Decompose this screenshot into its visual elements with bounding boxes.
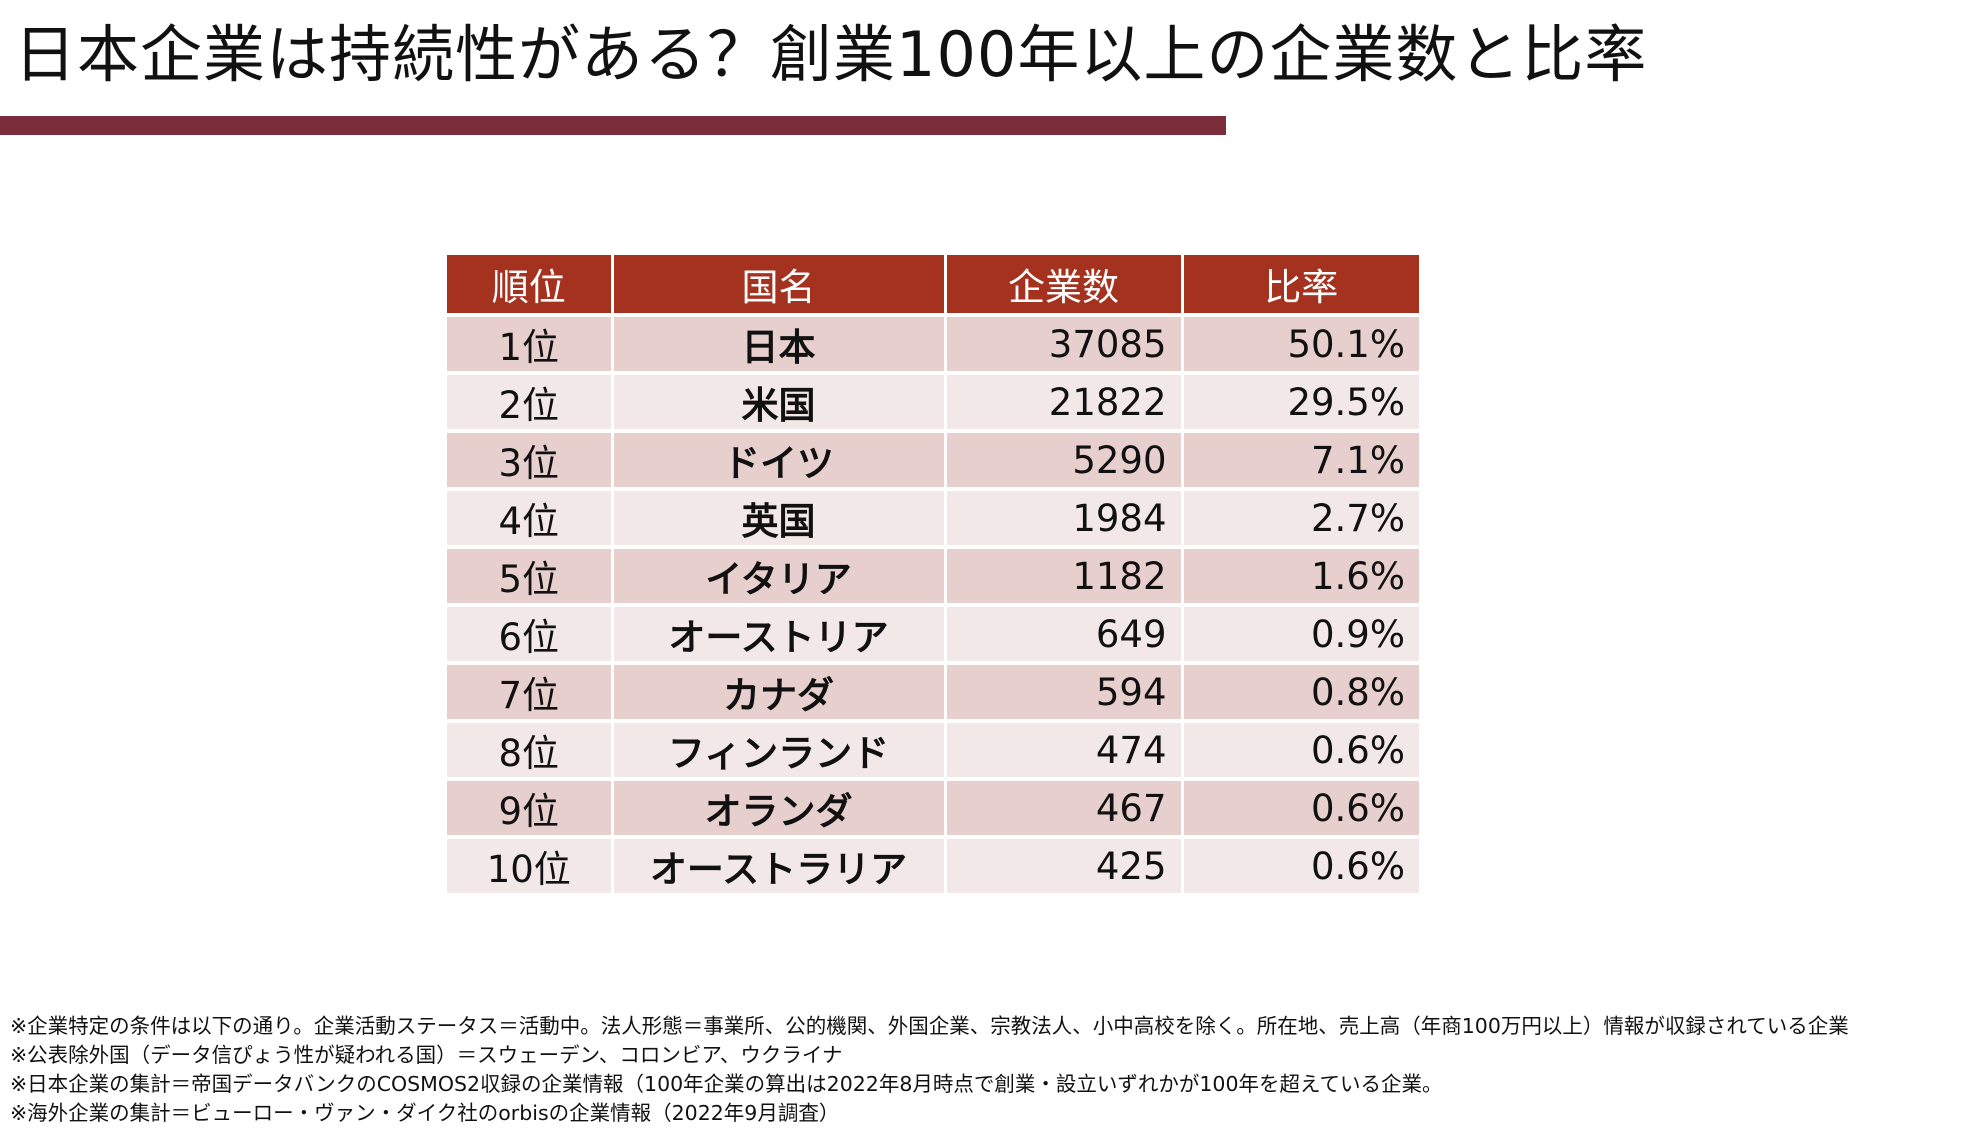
footnote-japan-source: ※日本企業の集計＝帝国データバンクのCOSMOS2収録の企業情報（100年企業の… bbox=[10, 1072, 1443, 1096]
count-cell: 467 bbox=[945, 779, 1184, 839]
header-ratio: 比率 bbox=[1182, 255, 1419, 317]
table-row: 7位 カナダ 594 0.8% bbox=[447, 663, 1419, 723]
table-row: 6位 オーストリア 649 0.9% bbox=[447, 605, 1419, 665]
table-row: 2位 米国 21822 29.5% bbox=[447, 373, 1419, 433]
table-row: 10位 オーストラリア 425 0.6% bbox=[447, 837, 1419, 897]
rank-cell: 1位 bbox=[447, 315, 614, 375]
table-row: 9位 オランダ 467 0.6% bbox=[447, 779, 1419, 839]
count-cell: 594 bbox=[945, 663, 1184, 723]
footnotes: ※企業特定の条件は以下の通り。企業活動ステータス＝活動中。法人形態＝事業所、公的… bbox=[10, 1012, 1849, 1128]
footnote-overseas-source: ※海外企業の集計＝ビューロー・ヴァン・ダイク社のorbisの企業情報（2022年… bbox=[10, 1101, 840, 1125]
country-cell: イタリア bbox=[612, 547, 947, 607]
table-row: 3位 ドイツ 5290 7.1% bbox=[447, 431, 1419, 491]
count-cell: 1984 bbox=[945, 489, 1184, 549]
ratio-cell: 0.6% bbox=[1182, 721, 1419, 781]
table-row: 1位 日本 37085 50.1% bbox=[447, 315, 1419, 375]
country-cell: フィンランド bbox=[612, 721, 947, 781]
ratio-cell: 7.1% bbox=[1182, 431, 1419, 491]
footnote-excluded-countries: ※公表除外国（データ信ぴょう性が疑われる国）＝スウェーデン、コロンビア、ウクライ… bbox=[10, 1043, 843, 1067]
footnote-company-criteria: ※企業特定の条件は以下の通り。企業活動ステータス＝活動中。法人形態＝事業所、公的… bbox=[10, 1014, 1849, 1038]
header-country: 国名 bbox=[612, 255, 947, 317]
ratio-cell: 1.6% bbox=[1182, 547, 1419, 607]
ratio-cell: 2.7% bbox=[1182, 489, 1419, 549]
country-cell: 日本 bbox=[612, 315, 947, 375]
country-cell: オーストリア bbox=[612, 605, 947, 665]
count-cell: 474 bbox=[945, 721, 1184, 781]
table-row: 8位 フィンランド 474 0.6% bbox=[447, 721, 1419, 781]
header-count: 企業数 bbox=[945, 255, 1184, 317]
table-row: 4位 英国 1984 2.7% bbox=[447, 489, 1419, 549]
count-cell: 5290 bbox=[945, 431, 1184, 491]
rank-cell: 9位 bbox=[447, 779, 614, 839]
ratio-cell: 0.9% bbox=[1182, 605, 1419, 665]
table-row: 5位 イタリア 1182 1.6% bbox=[447, 547, 1419, 607]
rank-cell: 7位 bbox=[447, 663, 614, 723]
country-cell: カナダ bbox=[612, 663, 947, 723]
ratio-cell: 0.6% bbox=[1182, 779, 1419, 839]
country-cell: 米国 bbox=[612, 373, 947, 433]
table-header-row: 順位 国名 企業数 比率 bbox=[447, 255, 1419, 317]
ranking-table: 順位 国名 企業数 比率 1位 日本 37085 50.1% 2位 米国 218… bbox=[447, 255, 1419, 897]
country-cell: オーストラリア bbox=[612, 837, 947, 897]
header-rank: 順位 bbox=[447, 255, 614, 317]
country-cell: ドイツ bbox=[612, 431, 947, 491]
rank-cell: 2位 bbox=[447, 373, 614, 433]
count-cell: 21822 bbox=[945, 373, 1184, 433]
rank-cell: 3位 bbox=[447, 431, 614, 491]
count-cell: 1182 bbox=[945, 547, 1184, 607]
count-cell: 37085 bbox=[945, 315, 1184, 375]
rank-cell: 6位 bbox=[447, 605, 614, 665]
rank-cell: 5位 bbox=[447, 547, 614, 607]
ratio-cell: 50.1% bbox=[1182, 315, 1419, 375]
count-cell: 425 bbox=[945, 837, 1184, 897]
ratio-cell: 0.8% bbox=[1182, 663, 1419, 723]
ratio-cell: 0.6% bbox=[1182, 837, 1419, 897]
page-title: 日本企業は持続性がある？創業100年以上の企業数と比率 bbox=[14, 18, 1648, 91]
rank-cell: 8位 bbox=[447, 721, 614, 781]
country-cell: オランダ bbox=[612, 779, 947, 839]
ratio-cell: 29.5% bbox=[1182, 373, 1419, 433]
title-underline bbox=[0, 116, 1226, 135]
country-cell: 英国 bbox=[612, 489, 947, 549]
rank-cell: 10位 bbox=[447, 837, 614, 897]
count-cell: 649 bbox=[945, 605, 1184, 665]
rank-cell: 4位 bbox=[447, 489, 614, 549]
